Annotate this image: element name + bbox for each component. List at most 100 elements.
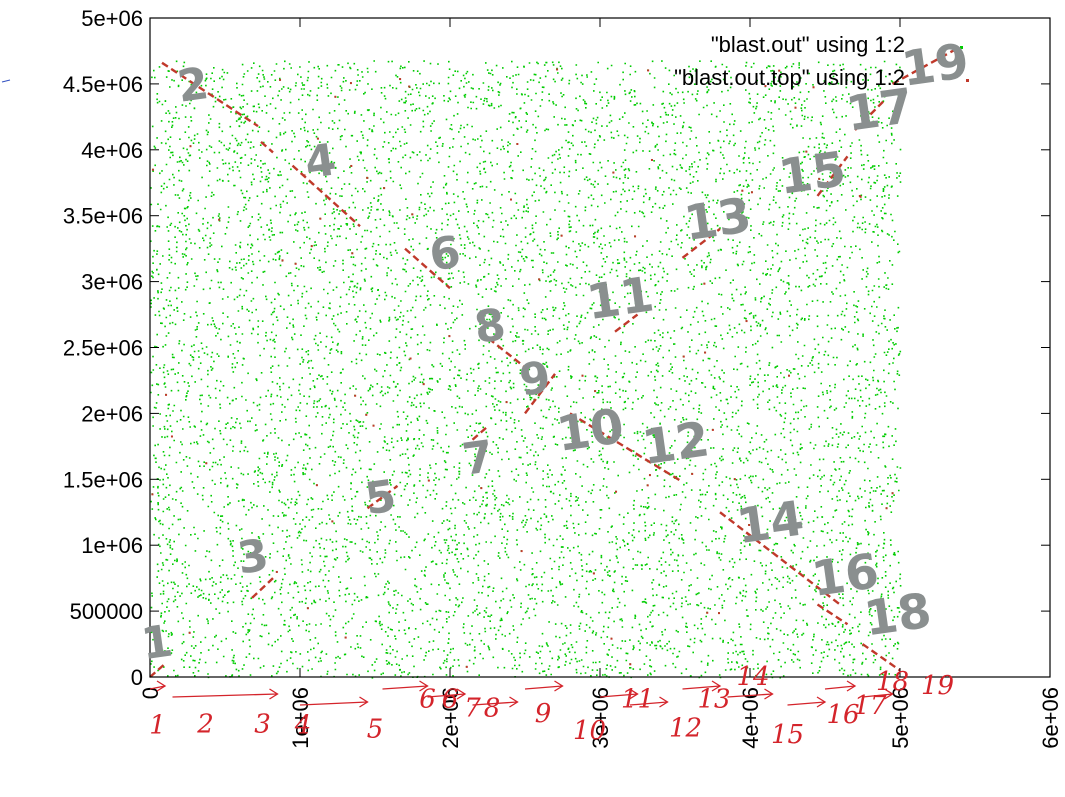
red-point: [170, 435, 173, 438]
red-segment-9: [614, 313, 639, 333]
red-point: [778, 69, 781, 72]
red-point: [858, 194, 861, 197]
red-arrow: [599, 693, 638, 698]
red-arrowhead: [816, 696, 827, 708]
red-point: [556, 68, 559, 71]
red-arrow: [427, 693, 466, 698]
red-point: [581, 374, 584, 377]
y-tick-label: 1.5e+06: [63, 467, 143, 492]
red-point: [354, 394, 357, 397]
red-handwritten-number-10: 10: [573, 716, 606, 746]
y-tick-label: 4e+06: [81, 138, 143, 163]
red-point: [350, 164, 353, 167]
handwritten-number-3: 3: [234, 530, 271, 585]
red-segment-17: [251, 577, 274, 599]
red-series-points: [149, 45, 961, 678]
handwritten-number-13: 13: [681, 187, 755, 252]
red-handwritten-number-6: 6: [442, 684, 459, 714]
red-arrow: [524, 685, 563, 690]
red-handwritten-number-11: 11: [621, 684, 654, 714]
legend-marker-1: [960, 46, 963, 49]
y-tick-label: 4.5e+06: [63, 72, 143, 97]
green-series-points: [150, 60, 902, 679]
red-point: [703, 282, 706, 285]
red-point: [750, 191, 753, 194]
red-point: [306, 607, 309, 610]
red-point: [610, 637, 613, 640]
y-tick-label: 5e+06: [81, 6, 143, 31]
handwritten-number-2: 2: [174, 58, 211, 113]
red-arrowhead: [764, 688, 774, 700]
handwritten-number-5: 5: [362, 471, 399, 526]
red-point: [294, 262, 297, 265]
red-point: [509, 198, 512, 201]
red-point: [315, 484, 318, 487]
red-point: [279, 78, 282, 81]
red-point: [310, 245, 313, 248]
red-arrow: [682, 685, 721, 690]
y-tick-label: 2.5e+06: [63, 336, 143, 361]
red-arrow: [172, 693, 278, 698]
red-handwritten-number-8: 8: [484, 694, 501, 724]
red-point: [704, 351, 707, 354]
red-segment-10: [681, 227, 721, 259]
legend: "blast.out" using 1:2 "blast.out.top" usi…: [674, 32, 969, 90]
red-point: [316, 137, 319, 140]
red-point: [383, 187, 386, 190]
red-point: [560, 234, 563, 237]
handwritten-number-17: 17: [843, 78, 917, 143]
legend-entry-1: "blast.out" using 1:2: [711, 32, 905, 57]
red-segment-3: [260, 140, 274, 154]
red-handwritten-number-18: 18: [876, 667, 909, 697]
red-point: [682, 355, 685, 358]
handwritten-number-6: 6: [426, 227, 463, 282]
red-segment-6: [479, 330, 526, 369]
red-point: [334, 95, 337, 98]
red-point: [281, 259, 284, 262]
red-point: [189, 145, 192, 148]
red-handwritten-number-3: 3: [254, 709, 271, 739]
x-tick-label: 4e+06: [738, 687, 763, 749]
red-arrowhead: [659, 696, 669, 708]
red-point: [422, 383, 425, 386]
red-arrowhead: [269, 688, 279, 700]
red-arrow: [629, 701, 668, 706]
plot-frame: [149, 17, 1051, 678]
red-point: [745, 320, 748, 323]
red-handwritten-number-13: 13: [697, 684, 730, 714]
red-point: [733, 478, 736, 481]
red-arrow: [472, 701, 518, 706]
red-segment-13: [816, 603, 849, 626]
red-handwritten-number-2: 2: [196, 709, 214, 739]
blue-pen-mark: [1, 79, 11, 83]
red-segment-12: [816, 155, 849, 197]
red-arrowhead: [359, 696, 369, 708]
red-point: [794, 106, 797, 109]
y-tick-label: 3e+06: [81, 270, 143, 295]
x-tick-label: 1e+06: [288, 687, 313, 749]
red-point: [629, 663, 632, 666]
red-arrowhead: [884, 688, 894, 700]
red-arrowhead: [456, 688, 467, 700]
red-handwritten-number-9: 9: [535, 699, 552, 729]
red-point: [805, 150, 808, 153]
handwritten-number-8: 8: [471, 299, 508, 354]
red-point: [351, 252, 354, 255]
axes: 0 500000 1e+06 1.5e+06 2e+06 2.5e+06 3e+06 3.5e…: [63, 6, 1063, 749]
red-point: [711, 428, 714, 431]
red-point: [646, 484, 649, 487]
red-handwritten-number-12: 12: [669, 713, 702, 743]
red-arrowhead: [554, 680, 564, 692]
x-tick-label: 5e+06: [888, 687, 913, 749]
red-point: [718, 612, 721, 615]
red-point: [505, 401, 508, 404]
red-arrowhead: [419, 680, 429, 692]
red-point: [151, 168, 154, 171]
red-point: [303, 174, 306, 177]
red-point: [634, 235, 637, 238]
red-point: [818, 177, 821, 180]
red-segment-11: [719, 511, 841, 606]
red-arrowhead: [711, 680, 722, 692]
